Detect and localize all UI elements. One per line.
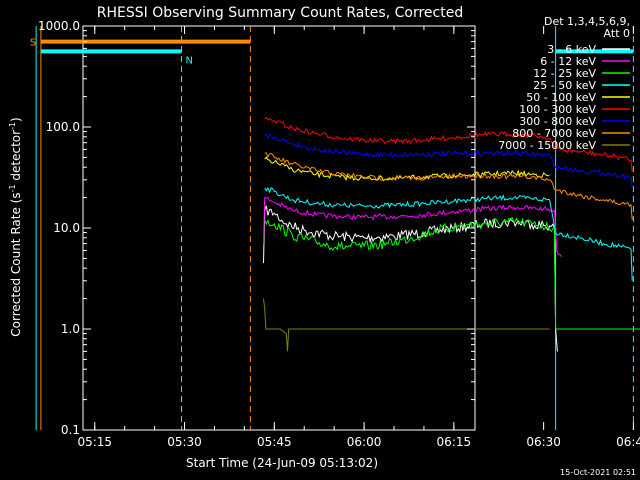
legend-label: 12 - 25 keV: [533, 67, 596, 80]
footer-date: 15-Oct-2021 02:51: [560, 468, 636, 477]
y-axis-label: Corrected Count Rate (s-1 detector-1): [8, 117, 23, 336]
series-line: [263, 298, 550, 352]
x-tick-label: 05:30: [167, 435, 202, 449]
x-tick-label: 06:15: [437, 435, 472, 449]
x-tick-label: 05:45: [257, 435, 292, 449]
x-tick-label: 06:00: [347, 435, 382, 449]
legend-label: 3 - 6 keV: [547, 43, 596, 56]
x-tick-label: 06:45: [616, 435, 640, 449]
y-tick-label: 100.0: [46, 120, 80, 134]
series-line: [264, 152, 633, 221]
legend-label: 6 - 12 keV: [540, 55, 596, 68]
plot-area: SN: [30, 25, 640, 431]
legend-label: 300 - 800 keV: [519, 115, 596, 128]
series-line: [264, 217, 640, 330]
series-line: [263, 196, 562, 258]
legend-label: 100 - 300 keV: [519, 103, 596, 116]
legend-label: 7000 - 15000 keV: [498, 139, 596, 152]
legend-label: 25 - 50 keV: [533, 79, 596, 92]
legend-label: 800 - 7000 keV: [512, 127, 596, 140]
x-tick-label: 05:15: [77, 435, 112, 449]
attenuator-label: N: [186, 55, 193, 66]
x-axis-ticks: 05:15 05:30 05:45 06:00 06:15 06:30 06:45: [77, 26, 640, 449]
y-axis-ticks: 1000.0 100.0 10.0 1.0 0.1: [38, 19, 475, 437]
x-axis-label: Start Time (24-Jun-09 05:13:02): [186, 456, 378, 470]
y-tick-label: 10.0: [53, 221, 80, 235]
attenuator-label: S: [30, 38, 36, 49]
legend-header-detectors: Det 1,3,4,5,6,9,: [544, 15, 630, 28]
y-tick-label: 1.0: [61, 322, 80, 336]
x-tick-label: 06:30: [526, 435, 561, 449]
legend-label: 50 - 100 keV: [526, 91, 596, 104]
y-tick-label: 1000.0: [38, 19, 80, 33]
series-line: [264, 133, 633, 188]
series-line: [264, 186, 633, 281]
series-line: [263, 205, 558, 352]
chart-title: RHESSI Observing Summary Count Rates, Co…: [97, 5, 463, 21]
plot-frame: [82, 25, 476, 431]
legend-header-attenuator: Att 0: [604, 27, 630, 40]
series-line: [264, 116, 633, 172]
y-tick-label: 0.1: [61, 423, 80, 437]
